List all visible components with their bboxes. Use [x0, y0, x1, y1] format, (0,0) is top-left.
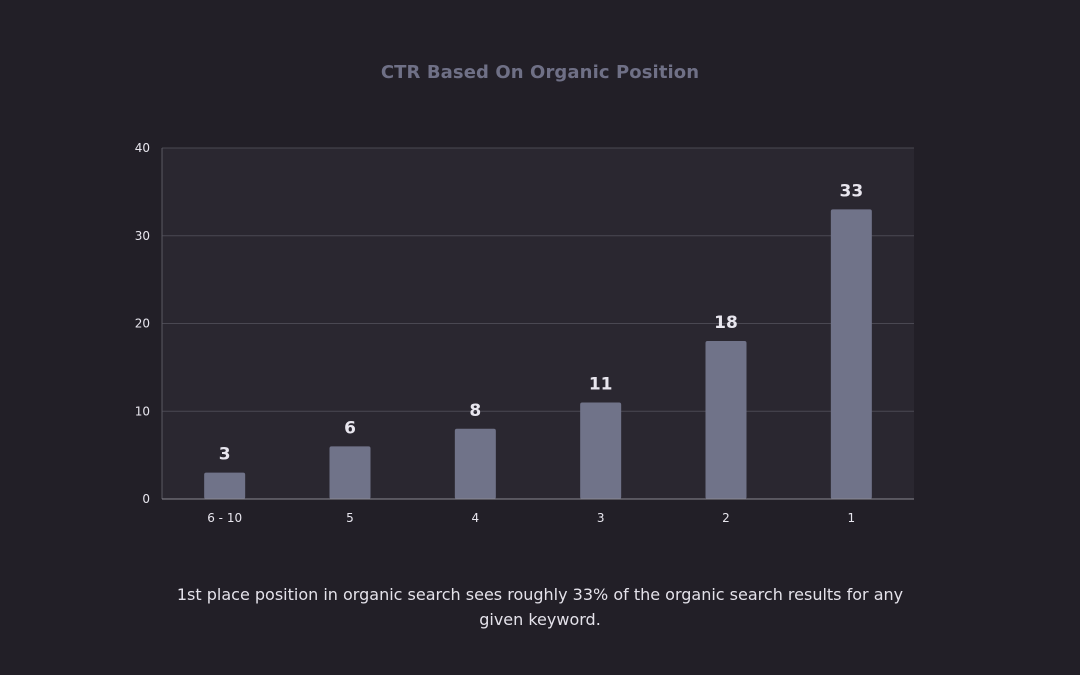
x-tick-label: 2	[722, 511, 730, 525]
data-label: 18	[714, 313, 738, 333]
x-tick-label: 4	[472, 511, 480, 525]
y-tick-label: 0	[142, 492, 150, 506]
bar	[830, 209, 872, 500]
gridlines	[162, 147, 914, 412]
y-tick-label: 40	[135, 141, 150, 155]
bar	[580, 402, 622, 499]
chart-title: CTR Based On Organic Position	[380, 62, 700, 83]
y-tick-label: 20	[135, 317, 150, 331]
bar	[204, 472, 246, 499]
y-axis-ticks: 0 10 20 30 40	[135, 141, 150, 506]
x-axis-ticks: 6 - 10 5 4 3 2 1	[207, 511, 855, 525]
x-tick-label: 6 - 10	[207, 511, 242, 525]
data-label: 3	[219, 445, 231, 465]
x-tick-label: 3	[597, 511, 605, 525]
bar	[454, 428, 496, 499]
y-tick-label: 10	[135, 404, 150, 418]
data-label: 33	[839, 181, 863, 201]
bar	[329, 446, 371, 499]
y-tick-label: 30	[135, 229, 150, 243]
data-label: 11	[589, 374, 613, 394]
chart-caption: 1st place position in organic search see…	[176, 585, 904, 629]
data-labels: 3 6 8 11 18 33	[219, 181, 863, 464]
bar	[705, 341, 747, 499]
data-label: 8	[469, 401, 481, 421]
x-tick-label: 1	[848, 511, 856, 525]
data-label: 6	[344, 418, 356, 438]
bars	[204, 209, 872, 500]
x-tick-label: 5	[346, 511, 354, 525]
